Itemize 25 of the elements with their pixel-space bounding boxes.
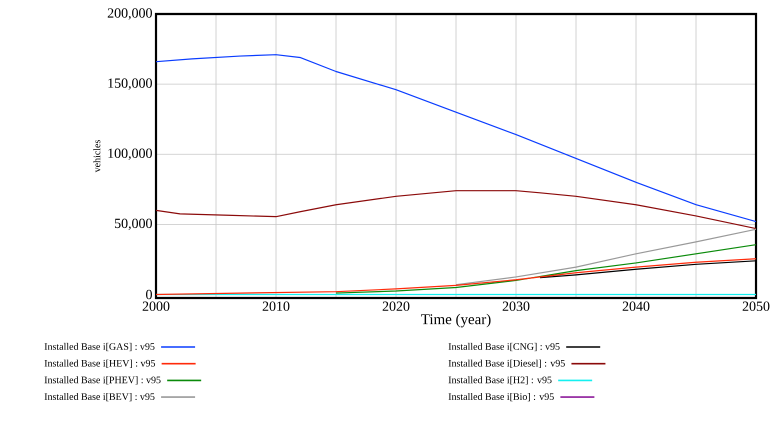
legend-label: Installed Base i[PHEV] : v95 [44, 376, 161, 385]
line-series [156, 258, 756, 296]
y-tick-label: 100,000 [108, 148, 152, 160]
y-axis-title: vehicles [93, 140, 100, 172]
legend-label: Installed Base i[BEV] : v95 [44, 392, 154, 402]
x-tick-label: 2010 [262, 302, 290, 311]
y-tick-label: 200,000 [108, 8, 152, 20]
legend-label: Installed Base i[GAS] : v95 [44, 342, 154, 352]
legend-label: Installed Base i[CNG] : v95 [448, 342, 560, 352]
line-series [156, 54, 756, 222]
legend-label: Installed Base i[Diesel] : v95 [448, 360, 565, 368]
x-tick-label: 2020 [382, 302, 410, 311]
y-tick-label: 50,000 [114, 218, 152, 230]
y-tick-label: 0 [146, 290, 152, 300]
line-series [156, 190, 756, 230]
x-tick-label: 2040 [622, 302, 650, 311]
y-tick-label: 150,000 [108, 78, 152, 90]
x-tick-label: 2050 [742, 302, 770, 311]
x-tick-label: 2030 [502, 302, 530, 311]
legend-label: Installed Base i[HEV] : v95 [44, 360, 156, 368]
line-series [455, 228, 756, 286]
legend-label: Installed Base i[H2] : v95 [448, 376, 552, 385]
x-axis-title: Time (year) [421, 314, 491, 328]
x-tick-label: 2000 [142, 302, 170, 311]
legend-label: Installed Base i[Bio] : v95 [448, 392, 554, 402]
